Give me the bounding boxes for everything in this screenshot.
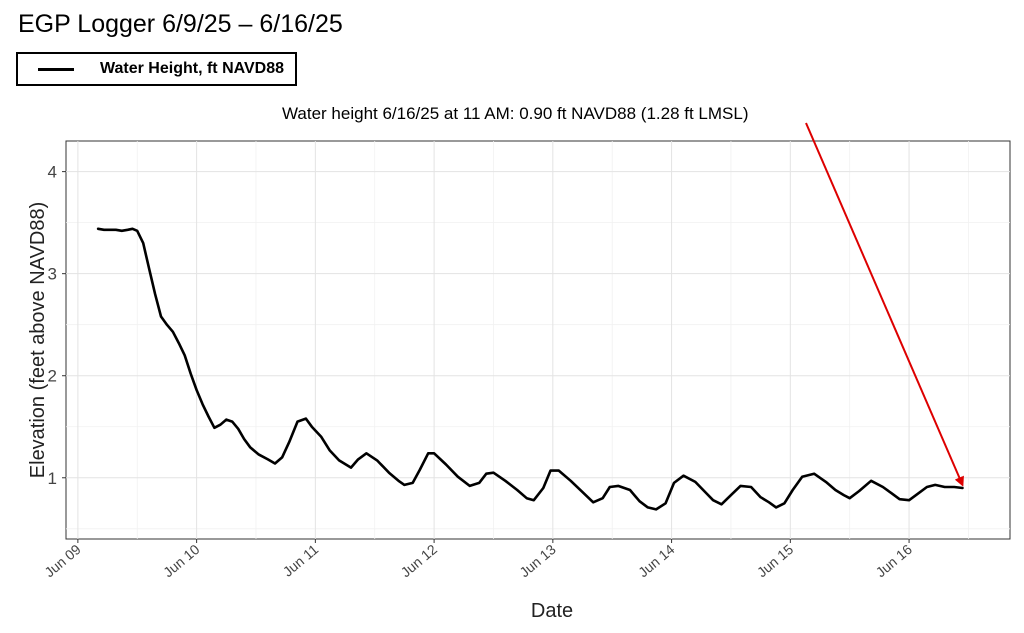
legend-label: Water Height, ft NAVD88 (100, 60, 285, 77)
x-tick-label: Jun 11 (280, 541, 322, 580)
y-tick-label: 4 (48, 163, 57, 182)
x-tick-label: Jun 16 (873, 541, 916, 580)
plot-panel (65, 140, 1011, 540)
series-layer (96, 227, 964, 511)
x-tick-label: Jun 13 (516, 541, 559, 580)
y-axis-label: Elevation (feet above NAVD88) (27, 202, 49, 478)
legend-swatch (38, 68, 74, 71)
y-tick-label: 1 (48, 469, 57, 488)
legend: Water Height, ft NAVD88 (16, 52, 297, 86)
annotation-layer (805, 122, 964, 487)
x-tick-label: Jun 09 (41, 541, 84, 580)
y-tick-label: 2 (48, 367, 57, 386)
x-tick-label: Jun 10 (160, 541, 203, 580)
annotation-text: Water height 6/16/25 at 11 AM: 0.90 ft N… (282, 104, 749, 123)
x-tick-label: Jun 14 (635, 541, 678, 580)
x-tick-label: Jun 12 (398, 541, 441, 580)
chart-title: EGP Logger 6/9/25 – 6/16/25 (18, 10, 343, 38)
series-line-water-height (96, 227, 964, 511)
x-axis-label: Date (530, 600, 574, 622)
grid-lines (66, 141, 1010, 539)
y-tick-label: 3 (48, 265, 57, 284)
x-tick-label: Jun 15 (754, 541, 797, 580)
annotation-arrow (805, 122, 964, 487)
